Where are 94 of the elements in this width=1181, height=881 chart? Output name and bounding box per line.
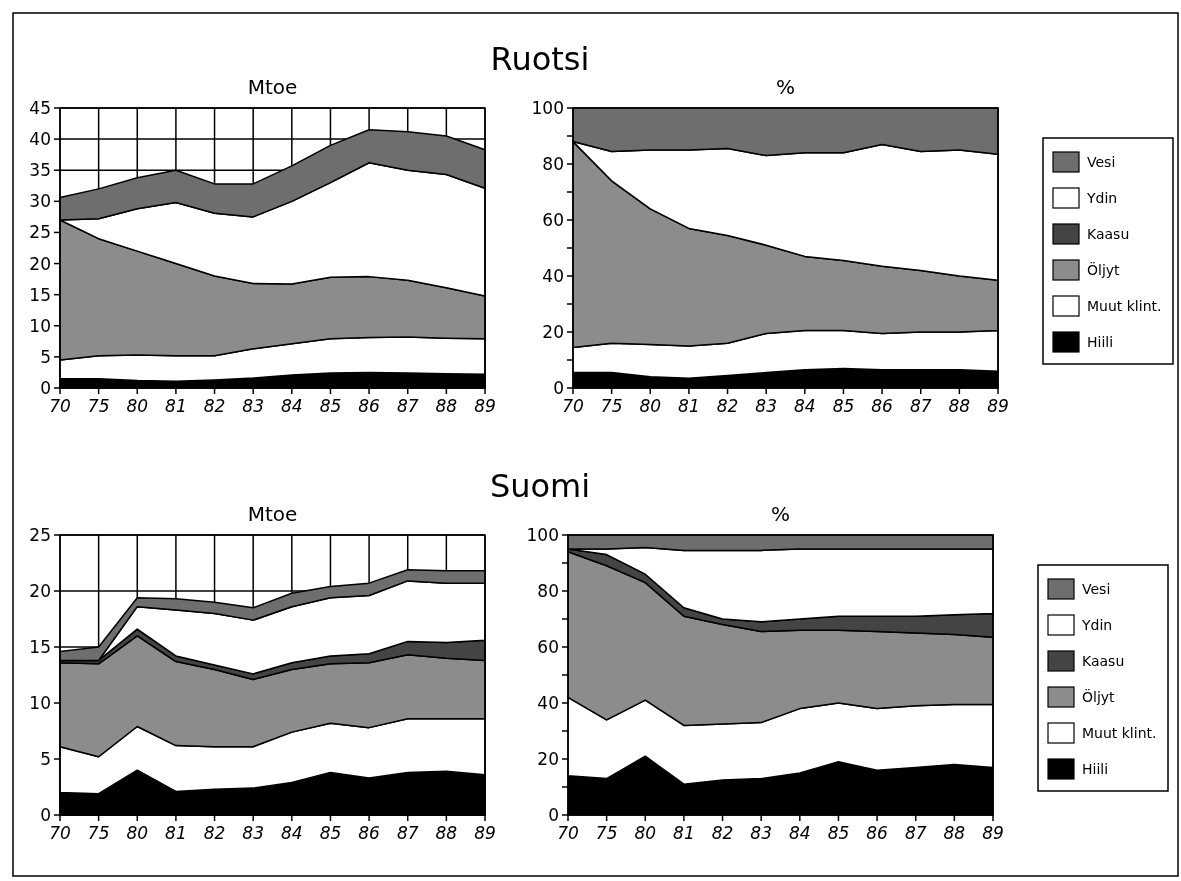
x-tick-label: 83 <box>242 396 264 416</box>
legend-label: Öljyt <box>1087 261 1121 278</box>
x-tick-label: 80 <box>126 823 149 843</box>
y-tick-label: 40 <box>29 129 51 150</box>
x-tick-label: 80 <box>639 396 662 416</box>
legend-label: Muut klint. <box>1087 298 1162 314</box>
x-tick-label: 85 <box>319 823 342 843</box>
x-tick-label: 87 <box>909 396 932 416</box>
y-tick-label: 100 <box>526 524 559 545</box>
x-tick-label: 82 <box>711 823 734 843</box>
y-tick-label: 0 <box>548 804 559 825</box>
x-tick-label: 75 <box>600 396 623 416</box>
x-tick-label: 85 <box>319 396 342 416</box>
x-tick-label: 88 <box>435 823 458 843</box>
x-tick-label: 89 <box>987 396 1009 416</box>
x-tick-label: 82 <box>716 396 739 416</box>
x-tick-label: 87 <box>396 823 419 843</box>
y-tick-label: 10 <box>29 315 51 336</box>
x-tick-label: 82 <box>203 823 226 843</box>
x-tick-label: 87 <box>904 823 927 843</box>
y-tick-label: 0 <box>40 377 51 398</box>
x-tick-label: 85 <box>827 823 850 843</box>
x-tick-label: 88 <box>943 823 966 843</box>
y-tick-label: 40 <box>537 692 559 713</box>
y-tick-label: 20 <box>29 253 51 274</box>
legend-label: Hiili <box>1087 334 1114 350</box>
chart-subtitle: Mtoe <box>247 502 298 526</box>
x-tick-label: 84 <box>281 396 303 416</box>
x-tick-label: 80 <box>126 396 149 416</box>
x-tick-label: 85 <box>832 396 855 416</box>
y-tick-label: 80 <box>542 153 564 174</box>
legend-label: Vesi <box>1082 581 1111 597</box>
x-tick-label: 75 <box>595 823 618 843</box>
x-tick-label: 84 <box>794 396 816 416</box>
x-tick-label: 89 <box>982 823 1004 843</box>
x-tick-label: 84 <box>789 823 811 843</box>
x-tick-label: 86 <box>871 396 894 416</box>
x-tick-label: 81 <box>678 396 700 416</box>
y-tick-label: 80 <box>537 580 559 601</box>
x-tick-label: 81 <box>165 396 187 416</box>
x-tick-label: 81 <box>673 823 695 843</box>
x-tick-label: 84 <box>281 823 303 843</box>
legend-label: Muut klint. <box>1082 725 1157 741</box>
legend-label: Ydin <box>1086 190 1118 206</box>
y-tick-label: 0 <box>40 804 51 825</box>
legend-label: Vesi <box>1087 154 1116 170</box>
y-tick-label: 5 <box>40 748 51 769</box>
chart-subtitle: Mtoe <box>247 75 298 99</box>
y-tick-label: 20 <box>537 748 559 769</box>
legend-label: Hiili <box>1082 761 1109 777</box>
x-tick-label: 87 <box>396 396 419 416</box>
x-tick-label: 89 <box>474 396 496 416</box>
y-tick-label: 15 <box>29 636 51 657</box>
y-tick-label: 35 <box>29 160 51 181</box>
y-tick-label: 20 <box>29 580 51 601</box>
x-tick-label: 82 <box>203 396 226 416</box>
y-tick-label: 10 <box>29 692 51 713</box>
y-tick-label: 60 <box>542 209 564 230</box>
x-tick-label: 70 <box>562 396 584 416</box>
x-tick-label: 80 <box>634 823 657 843</box>
x-tick-label: 75 <box>87 396 110 416</box>
x-tick-label: 88 <box>435 396 458 416</box>
legend-label: Kaasu <box>1087 226 1130 242</box>
legend-label: Öljyt <box>1082 688 1116 705</box>
x-tick-label: 70 <box>557 823 579 843</box>
x-tick-label: 88 <box>948 396 971 416</box>
x-tick-label: 83 <box>242 823 264 843</box>
y-tick-label: 0 <box>553 377 564 398</box>
x-tick-label: 83 <box>755 396 777 416</box>
y-tick-label: 5 <box>40 346 51 367</box>
legend-label: Kaasu <box>1082 653 1125 669</box>
legend-label: Ydin <box>1081 617 1113 633</box>
chart-title: Suomi <box>489 467 591 505</box>
x-tick-label: 75 <box>87 823 110 843</box>
x-tick-label: 70 <box>49 396 71 416</box>
y-tick-label: 25 <box>29 524 51 545</box>
x-tick-label: 86 <box>358 823 381 843</box>
y-tick-label: 40 <box>542 265 564 286</box>
y-tick-label: 15 <box>29 284 51 305</box>
x-tick-label: 86 <box>358 396 381 416</box>
chart-title: Ruotsi <box>490 40 590 78</box>
y-tick-label: 100 <box>531 97 564 118</box>
y-tick-label: 60 <box>537 636 559 657</box>
y-tick-label: 45 <box>29 97 51 118</box>
x-tick-label: 83 <box>750 823 772 843</box>
x-tick-label: 81 <box>165 823 187 843</box>
x-tick-label: 70 <box>49 823 71 843</box>
chart-subtitle: % <box>775 75 796 99</box>
y-tick-label: 20 <box>542 321 564 342</box>
y-tick-label: 30 <box>29 191 51 212</box>
x-tick-label: 89 <box>474 823 496 843</box>
chart-subtitle: % <box>770 502 791 526</box>
y-tick-label: 25 <box>29 222 51 243</box>
x-tick-label: 86 <box>866 823 889 843</box>
